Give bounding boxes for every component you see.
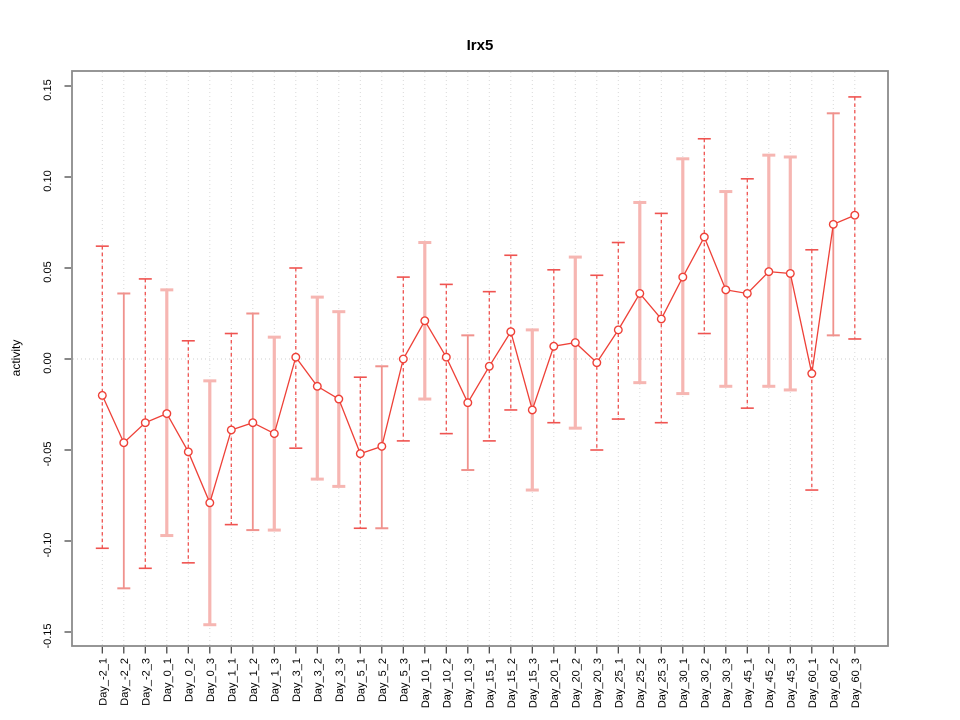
data-point-marker <box>334 394 344 404</box>
x-tick-label: Day_-2_2 <box>119 658 131 706</box>
data-point-marker <box>527 405 537 415</box>
x-tick-label: Day_25_1 <box>613 658 625 708</box>
x-tick-label: Day_3_3 <box>334 658 346 702</box>
data-point-marker <box>549 341 559 351</box>
data-point-marker <box>420 316 430 326</box>
x-tick-label: Day_1_2 <box>248 658 260 702</box>
x-tick-label: Day_25_2 <box>635 658 647 708</box>
data-point-marker <box>248 418 258 428</box>
data-point-marker <box>484 361 494 371</box>
x-tick-label: Day_10_1 <box>420 658 432 708</box>
data-point-marker <box>183 447 193 457</box>
x-tick-label: Day_-2_1 <box>97 658 109 706</box>
x-tick-label: Day_45_3 <box>785 658 797 708</box>
y-tick-label: 0.00 <box>42 352 54 373</box>
x-tick-label: Day_60_1 <box>807 658 819 708</box>
data-point-marker <box>678 272 688 282</box>
data-point-marker <box>506 327 516 337</box>
x-tick-label: Day_20_2 <box>570 658 582 708</box>
x-tick-label: Day_45_1 <box>742 658 754 708</box>
data-point-marker <box>721 285 731 295</box>
x-tick-label: Day_15_1 <box>484 658 496 708</box>
y-tick-label: 0.05 <box>42 261 54 282</box>
data-point-marker <box>807 369 817 379</box>
x-tick-label: Day_60_3 <box>850 658 862 708</box>
x-tick-label: Day_-2_3 <box>140 658 152 706</box>
x-tick-label: Day_30_2 <box>699 658 711 708</box>
x-tick-label: Day_1_3 <box>269 658 281 702</box>
data-point-marker <box>226 425 236 435</box>
data-point-marker <box>742 288 752 298</box>
x-tick-label: Day_15_3 <box>527 658 539 708</box>
data-point-marker <box>785 268 795 278</box>
data-point-marker <box>828 219 838 229</box>
data-point-marker <box>850 210 860 220</box>
data-point-marker <box>764 267 774 277</box>
y-tick-label: 0.15 <box>42 79 54 100</box>
data-point-marker <box>398 354 408 364</box>
data-point-marker <box>312 381 322 391</box>
data-point-marker <box>377 441 387 451</box>
x-tick-label: Day_15_2 <box>506 658 518 708</box>
x-tick-label: Day_0_3 <box>205 658 217 702</box>
data-point-marker <box>441 352 451 362</box>
data-point-marker <box>269 429 279 439</box>
y-tick-label: 0.10 <box>42 170 54 191</box>
data-point-marker <box>592 358 602 368</box>
data-point-marker <box>205 498 215 508</box>
x-tick-label: Day_3_1 <box>291 658 303 702</box>
x-tick-label: Day_5_3 <box>398 658 410 702</box>
x-tick-label: Day_45_2 <box>764 658 776 708</box>
y-tick-label: -0.05 <box>42 441 54 466</box>
y-tick-label: -0.10 <box>42 532 54 557</box>
data-point-marker <box>355 449 365 459</box>
y-tick-label: -0.15 <box>42 623 54 648</box>
data-point-marker <box>162 409 172 419</box>
data-point-marker <box>635 288 645 298</box>
data-point-marker <box>140 418 150 428</box>
x-tick-label: Day_30_3 <box>721 658 733 708</box>
x-tick-label: Day_3_2 <box>312 658 324 702</box>
x-tick-label: Day_0_1 <box>162 658 174 702</box>
x-tick-label: Day_20_1 <box>549 658 561 708</box>
x-tick-label: Day_20_3 <box>592 658 604 708</box>
data-point-marker <box>463 398 473 408</box>
x-tick-label: Day_60_2 <box>828 658 840 708</box>
x-tick-label: Day_10_3 <box>463 658 475 708</box>
plot-box <box>71 70 889 647</box>
data-point-marker <box>570 338 580 348</box>
data-point-marker <box>699 232 709 242</box>
data-point-marker <box>656 314 666 324</box>
x-tick-label: Day_5_2 <box>377 658 389 702</box>
x-tick-label: Day_25_3 <box>656 658 668 708</box>
chart-title: Irx5 <box>466 37 494 54</box>
x-tick-label: Day_0_2 <box>183 658 195 702</box>
x-tick-label: Day_5_1 <box>355 658 367 702</box>
x-tick-label: Day_1_1 <box>226 658 238 702</box>
x-tick-label: Day_10_2 <box>441 658 453 708</box>
data-point-marker <box>97 390 107 400</box>
x-tick-label: Day_30_1 <box>678 658 690 708</box>
data-point-marker <box>291 352 301 362</box>
data-point-marker <box>119 438 129 448</box>
data-point-marker <box>613 325 623 335</box>
